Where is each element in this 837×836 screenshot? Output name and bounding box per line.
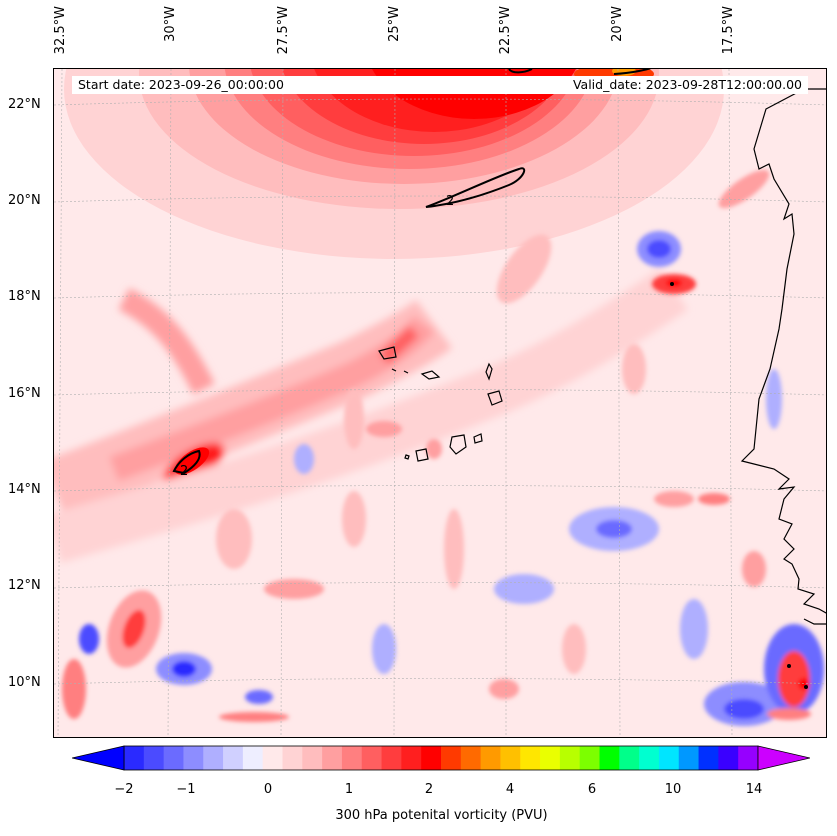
colorbar-cell: [223, 746, 244, 770]
colorbar: [72, 745, 810, 771]
lon-label-20w: 20°W: [610, 6, 625, 42]
lat-label-14n: 14°N: [8, 482, 41, 497]
colorbar-cell: [678, 746, 700, 770]
colorbar-cell: [540, 746, 561, 770]
colorbar-cell: [619, 746, 640, 770]
pv-2-contours: [172, 69, 652, 475]
lon-label-22-5w: 22.5°W: [498, 6, 513, 55]
pv-field-map: 2 2: [54, 69, 826, 737]
pv-patches: [62, 169, 824, 726]
lat-label-22n: 22°N: [8, 97, 41, 112]
colorbar-over-arrow: [757, 745, 810, 771]
colorbar-cell: [500, 746, 521, 770]
colorbar-cell: [421, 746, 442, 770]
colorbar-cell: [520, 746, 541, 770]
colorbar-under-arrow: [72, 745, 125, 771]
colorbar-cell: [658, 746, 680, 770]
colorbar-tick-minus-1: −1: [176, 782, 196, 797]
colorbar-label: 300 hPa potenital vorticity (PVU): [335, 808, 548, 823]
contour-label-north: 2: [446, 194, 454, 209]
colorbar-cell: [183, 746, 204, 770]
pv-maximum-north: [64, 69, 724, 259]
colorbar-cell: [599, 746, 620, 770]
colorbar-cell: [163, 746, 184, 770]
lat-label-10n: 10°N: [8, 675, 41, 690]
colorbar-cell: [480, 746, 501, 770]
colorbar-cell: [124, 746, 145, 770]
colorbar-tick-1: 1: [344, 782, 354, 797]
colorbar-cell: [203, 746, 224, 770]
colorbar-cells: [124, 746, 759, 770]
start-date-text: Start date: 2023-09-26_00:00:00: [78, 77, 284, 92]
colorbar-cell: [698, 746, 719, 770]
colorbar-cell: [302, 746, 323, 770]
colorbar-cell: [242, 746, 264, 770]
colorbar-cell: [559, 746, 581, 770]
lon-label-32-5w: 32.5°W: [53, 6, 68, 55]
pv-filament: [54, 268, 688, 563]
coastlines: [378, 88, 826, 625]
contour-label-west: 2: [180, 464, 188, 479]
lat-label-20n: 20°N: [8, 193, 41, 208]
colorbar-cell: [579, 746, 600, 770]
colorbar-cell: [322, 746, 343, 770]
lon-label-27-5w: 27.5°W: [276, 6, 291, 55]
colorbar-cell: [441, 746, 462, 770]
colorbar-tick-0: 0: [263, 782, 273, 797]
lat-label-12n: 12°N: [8, 578, 41, 593]
colorbar-cell: [282, 746, 303, 770]
colorbar-tick-4: 4: [505, 782, 515, 797]
colorbar-tick-10: 10: [664, 782, 682, 797]
colorbar-tick-14: 14: [745, 782, 763, 797]
colorbar-cell: [460, 746, 482, 770]
lon-label-25w: 25°W: [387, 6, 402, 42]
lat-label-16n: 16°N: [8, 386, 41, 401]
colorbar-cell: [143, 746, 165, 770]
colorbar-tick-2: 2: [424, 782, 434, 797]
colorbar-cell: [738, 746, 759, 770]
lon-label-17-5w: 17.5°W: [721, 6, 736, 55]
lon-label-30w: 30°W: [163, 6, 178, 42]
colorbar-cell: [718, 746, 739, 770]
map-panel: 2 2: [53, 68, 827, 738]
start-date-box: Start date: 2023-09-26_00:00:00: [72, 76, 532, 94]
colorbar-cell: [341, 746, 363, 770]
valid-date-text: Valid_date: 2023-09-28T12:00:00.00: [572, 77, 802, 92]
colorbar-tick-6: 6: [587, 782, 597, 797]
colorbar-cell: [381, 746, 402, 770]
colorbar-cell: [361, 746, 383, 770]
lat-label-18n: 18°N: [8, 289, 41, 304]
colorbar-cell: [639, 746, 660, 770]
colorbar-tick-minus-2: −2: [114, 782, 134, 797]
valid-date-box: Valid_date: 2023-09-28T12:00:00.00: [532, 76, 808, 94]
colorbar-cell: [401, 746, 422, 770]
colorbar-cell: [262, 746, 283, 770]
